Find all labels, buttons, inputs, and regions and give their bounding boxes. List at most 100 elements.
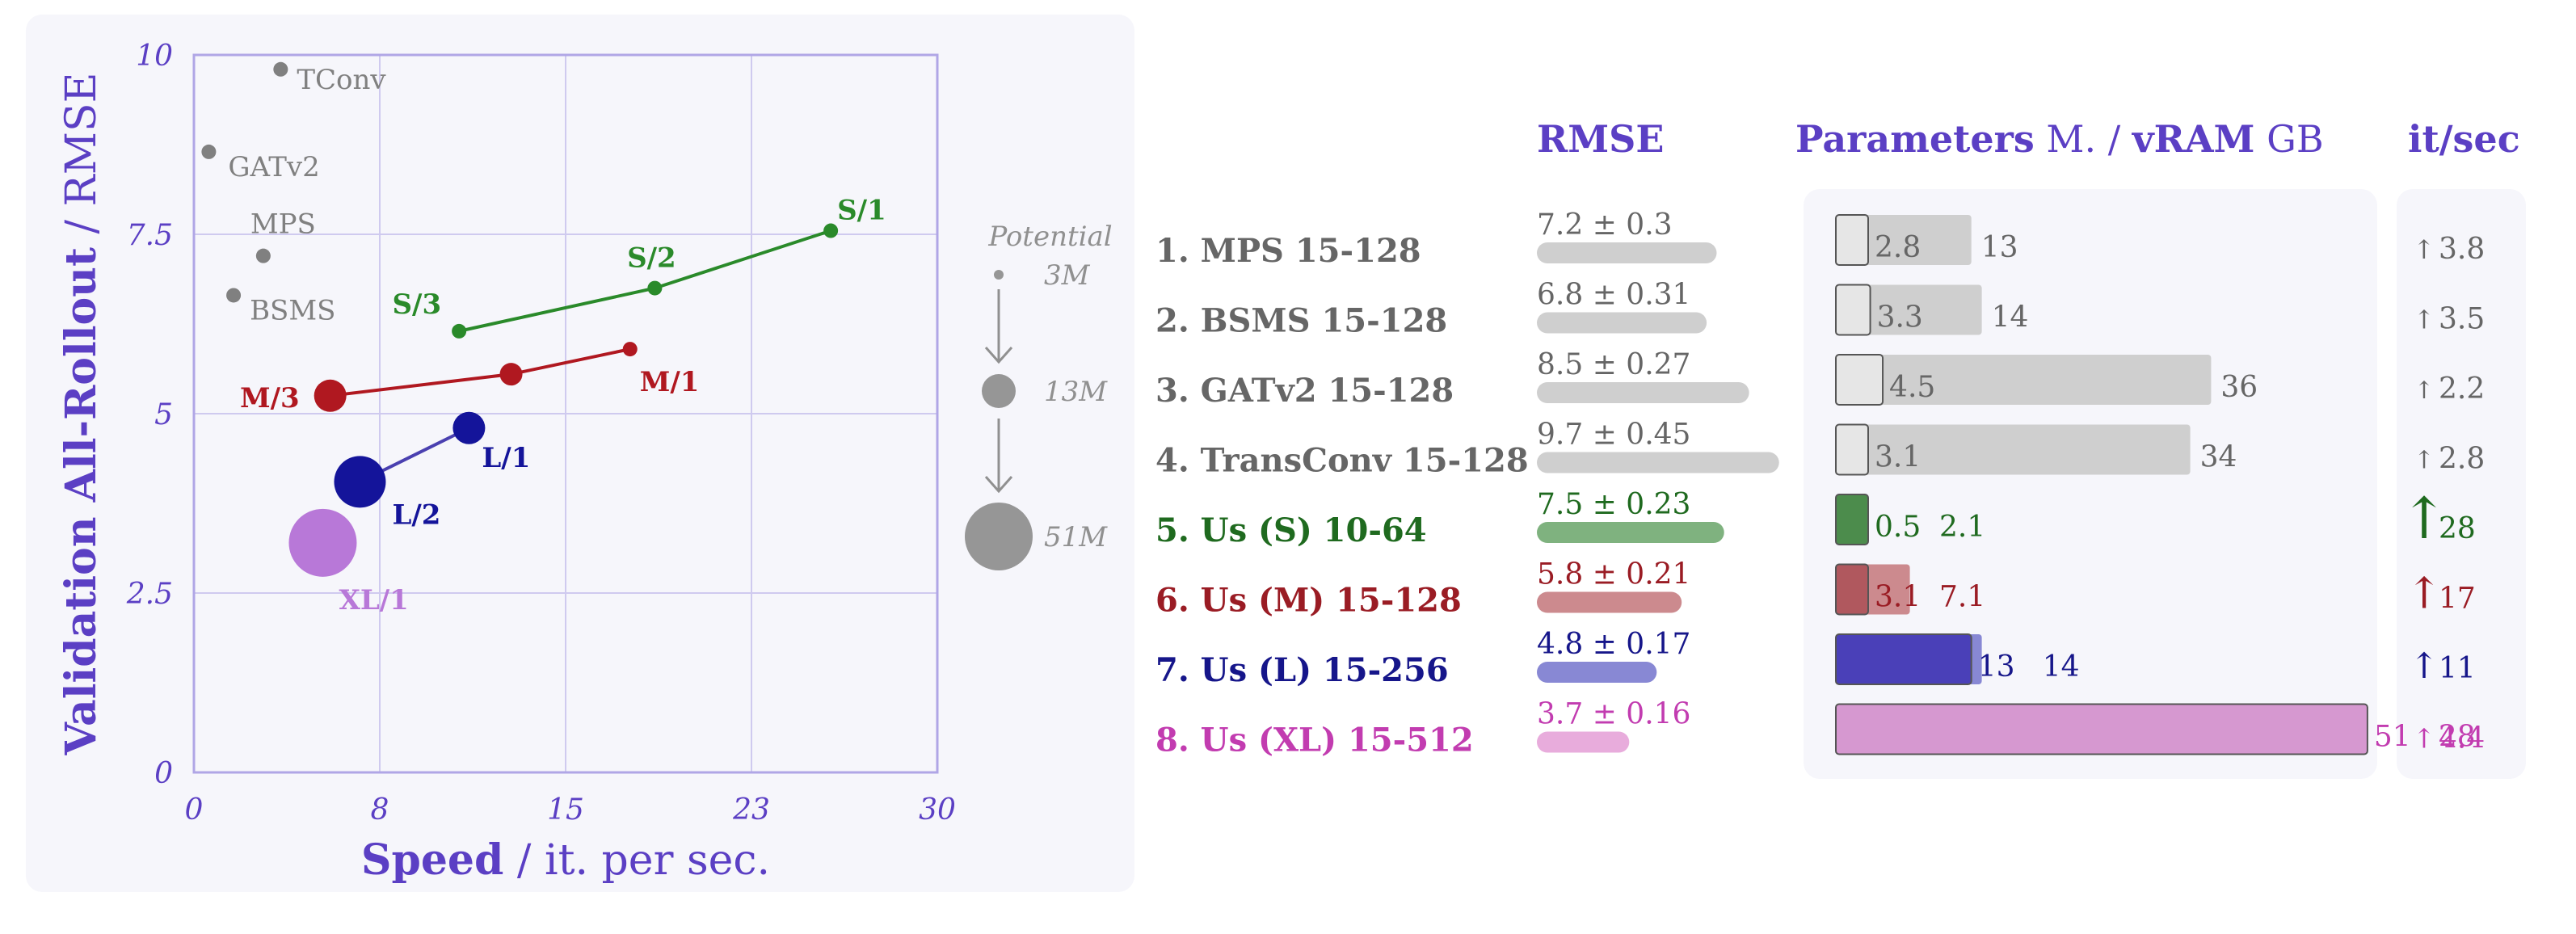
baseline-label: TConv (297, 64, 386, 96)
params-value: 3.3 (1877, 301, 1923, 334)
rmse-label: 5.8 ± 0.21 (1537, 558, 1690, 591)
y-tick-label: 10 (136, 40, 173, 73)
y-axis-label: Validation All-Rollout / RMSE (57, 72, 106, 755)
header-params-unit: M. / (2035, 117, 2132, 161)
table-row: 7. Us (L) 15-256 4.8 ± 0.17 13 14 ↑ 11 (1155, 628, 2476, 689)
vram-value: 28 (2439, 721, 2476, 754)
params-bar (1835, 494, 1869, 545)
row-name: 3. GATv2 15-128 (1155, 372, 1454, 410)
point-L/1 (452, 411, 486, 444)
params-panel (1804, 189, 2377, 779)
point-label: L/2 (392, 499, 440, 531)
speed-arrow-icon: ↑ (2410, 646, 2439, 687)
params-value: 3.1 (1875, 441, 1921, 474)
speed-arrow-icon: ↑ (2414, 447, 2435, 475)
header-speed: it/sec (2408, 117, 2520, 161)
params-value: 0.5 (1875, 511, 1921, 544)
rmse-bar (1537, 591, 1682, 613)
table-row: 8. Us (XL) 15-512 3.7 ± 0.16 51 28↑ 4.4 (1155, 698, 2485, 759)
size-legend-label: 3M (1044, 259, 1091, 292)
rmse-bar (1537, 242, 1717, 263)
baseline-point-MPS (255, 248, 271, 263)
header-params: Parameters M. / vRAM GB (1795, 117, 2324, 161)
point-label: S/1 (837, 195, 886, 227)
vram-bar (1836, 424, 2191, 475)
rmse-label: 9.7 ± 0.45 (1537, 419, 1690, 452)
point-M/3 (314, 379, 347, 412)
row-name: 2. BSMS 15-128 (1155, 302, 1447, 340)
speed-value: 4.4 (2439, 722, 2485, 755)
header-rmse: RMSE (1537, 117, 1664, 161)
speed-panel (2397, 189, 2526, 779)
table-row: 5. Us (S) 10-64 7.5 ± 0.23 0.5 2.1 ↑28 (1155, 485, 2476, 552)
y-axis-label-rest: / RMSE (57, 72, 106, 247)
vram-value: 34 (2200, 441, 2237, 474)
table-row: 3. GATv2 15-128 8.5 ± 0.27 4.5 36 ↑ 2.2 (1155, 348, 2485, 410)
header-params-bold: Parameters (1795, 117, 2035, 161)
baseline-label: MPS (250, 208, 316, 241)
vram-value: 2.1 (1939, 511, 1985, 544)
vram-bar (1836, 355, 2212, 405)
y-tick-label: 7.5 (127, 219, 173, 252)
x-tick-label: 15 (547, 793, 584, 827)
params-bar (1835, 703, 2368, 755)
row-name: 5. Us (S) 10-64 (1155, 511, 1427, 549)
size-legend-label: 13M (1044, 376, 1108, 408)
rmse-bar (1537, 662, 1657, 683)
speed-value: 2.8 (2439, 443, 2485, 476)
size-legend-title: Potential (987, 221, 1112, 253)
baseline-label: GATv2 (228, 151, 319, 183)
plot-frame (192, 53, 939, 774)
vram-value: 36 (2220, 371, 2258, 404)
table-row: 2. BSMS 15-128 6.8 ± 0.31 3.3 14 ↑ 3.5 (1155, 279, 2485, 340)
params-value: 4.5 (1889, 371, 1935, 404)
size-legend-label: 51M (1044, 521, 1108, 553)
row-name: 8. Us (XL) 15-512 (1155, 722, 1474, 759)
row-name: 4. TransConv 15-128 (1155, 442, 1529, 480)
baseline-point-GATv2 (201, 144, 217, 159)
speed-value: 3.8 (2439, 233, 2485, 266)
y-tick-label: 2.5 (126, 578, 173, 611)
params-bar (1835, 633, 1972, 685)
speed-value: 17 (2439, 583, 2476, 616)
point-S/2 (647, 280, 663, 296)
point-S/3 (452, 323, 467, 339)
params-value: 13 (1978, 650, 2015, 684)
x-tick-label: 8 (371, 793, 389, 827)
point-M/1 (622, 342, 638, 357)
header-vram-bold: vRAM (2132, 117, 2255, 161)
point-label: XL/1 (339, 584, 408, 616)
series-points: S/3 S/2 S/1 M/3 M/1 L/1 L/2 XL/1 (240, 195, 886, 616)
point-M (499, 363, 523, 386)
table-row: 1. MPS 15-128 7.2 ± 0.3 2.8 13 ↑ 3.8 (1155, 208, 2485, 270)
point-label: M/1 (640, 366, 700, 398)
size-legend-arrowhead (984, 476, 1013, 494)
x-axis-label: Speed / it. per sec. (361, 835, 770, 885)
x-axis-label-bold: Speed (361, 835, 503, 885)
rmse-label: 4.8 ± 0.17 (1537, 628, 1690, 661)
point-XL/1 (288, 508, 357, 577)
speed-arrow-icon: ↑ (2414, 377, 2435, 404)
params-value: 3.1 (1875, 581, 1921, 614)
vram-value: 14 (1992, 301, 2029, 334)
size-legend: Potential 3M 13M 51M (965, 221, 1113, 570)
x-tick-label: 30 (919, 793, 956, 827)
params-value: 51 (2374, 721, 2411, 754)
size-legend-circle (982, 374, 1016, 408)
row-name: 6. Us (M) 15-128 (1155, 582, 1462, 620)
params-bar (1835, 354, 1884, 406)
header-vram-unit: GB (2254, 117, 2323, 161)
rmse-label: 6.8 ± 0.31 (1537, 279, 1690, 312)
row-name: 1. MPS 15-128 (1155, 232, 1421, 270)
row-name: 7. Us (L) 15-256 (1155, 651, 1449, 689)
plot-panel (26, 15, 1134, 892)
rmse-bar (1537, 731, 1630, 753)
vram-bar (1836, 284, 1982, 335)
plot-ticks: 0 8 15 23 30 0 2.5 5 7.5 10 (126, 40, 956, 827)
speed-arrow-icon: ↑ (2413, 723, 2435, 755)
size-legend-arrowhead (984, 347, 1013, 364)
size-legend-circle (994, 270, 1004, 280)
speed-value: 2.2 (2439, 372, 2485, 406)
rmse-bar (1537, 312, 1707, 334)
